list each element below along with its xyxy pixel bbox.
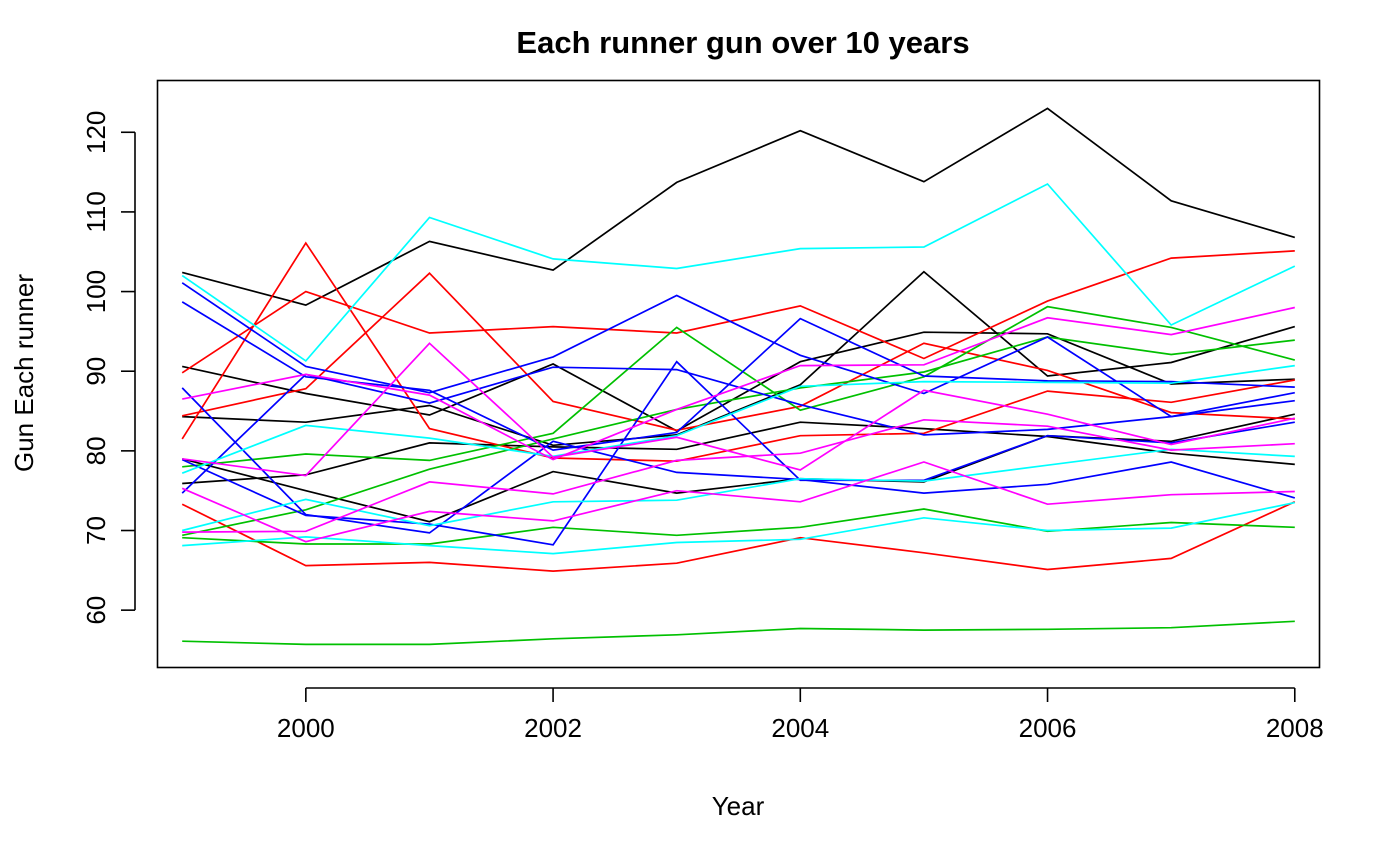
series-line-11 — [182, 336, 1295, 537]
x-tick-label: 2006 — [1019, 713, 1077, 743]
y-tick-label: 90 — [81, 357, 111, 386]
y-tick-label: 60 — [81, 596, 111, 625]
series-line-7 — [181, 241, 1295, 463]
y-tick-label: 100 — [81, 270, 111, 313]
series-line-8 — [182, 272, 1295, 432]
plot-frame — [156, 79, 1321, 669]
series-line-23 — [182, 306, 1295, 461]
series-line-10 — [182, 305, 1296, 468]
y-axis-label: Gun Each runner — [9, 274, 39, 472]
series-line-26 — [181, 461, 1295, 543]
series-line-24 — [182, 342, 1295, 477]
series-line-20 — [181, 364, 1295, 474]
x-tick-label: 2000 — [277, 713, 335, 743]
series-line-5 — [182, 421, 1295, 485]
y-tick-label: 80 — [81, 436, 111, 465]
series-line-1 — [181, 107, 1296, 307]
series-line-18 — [181, 360, 1295, 546]
series-line-19 — [181, 182, 1296, 363]
y-tick-label: 110 — [81, 191, 111, 232]
series-line-14 — [181, 282, 1295, 418]
y-axis: 60 70 80 90 100 110 120 — [81, 111, 136, 625]
series-line-22 — [182, 501, 1295, 555]
series-line-9 — [181, 501, 1296, 572]
series-line-2 — [182, 331, 1295, 432]
series-line-13 — [182, 620, 1295, 646]
x-tick-label: 2002 — [524, 713, 582, 743]
series-group — [181, 107, 1296, 646]
series-line-25 — [182, 418, 1295, 533]
series-line-21 — [181, 448, 1295, 532]
series-line-3 — [182, 270, 1296, 447]
y-tick-label: 70 — [81, 516, 111, 545]
x-axis: 2000 2002 2004 2006 2008 — [277, 687, 1324, 743]
series-line-12 — [182, 508, 1295, 545]
x-axis-label: Year — [712, 791, 765, 821]
x-tick-label: 2008 — [1266, 713, 1324, 743]
series-line-17 — [181, 387, 1296, 534]
y-tick-label: 120 — [81, 111, 111, 154]
series-line-6 — [181, 250, 1295, 374]
chart-title: Each runner gun over 10 years — [516, 25, 969, 60]
x-tick-label: 2004 — [771, 713, 829, 743]
series-line-15 — [181, 301, 1295, 451]
